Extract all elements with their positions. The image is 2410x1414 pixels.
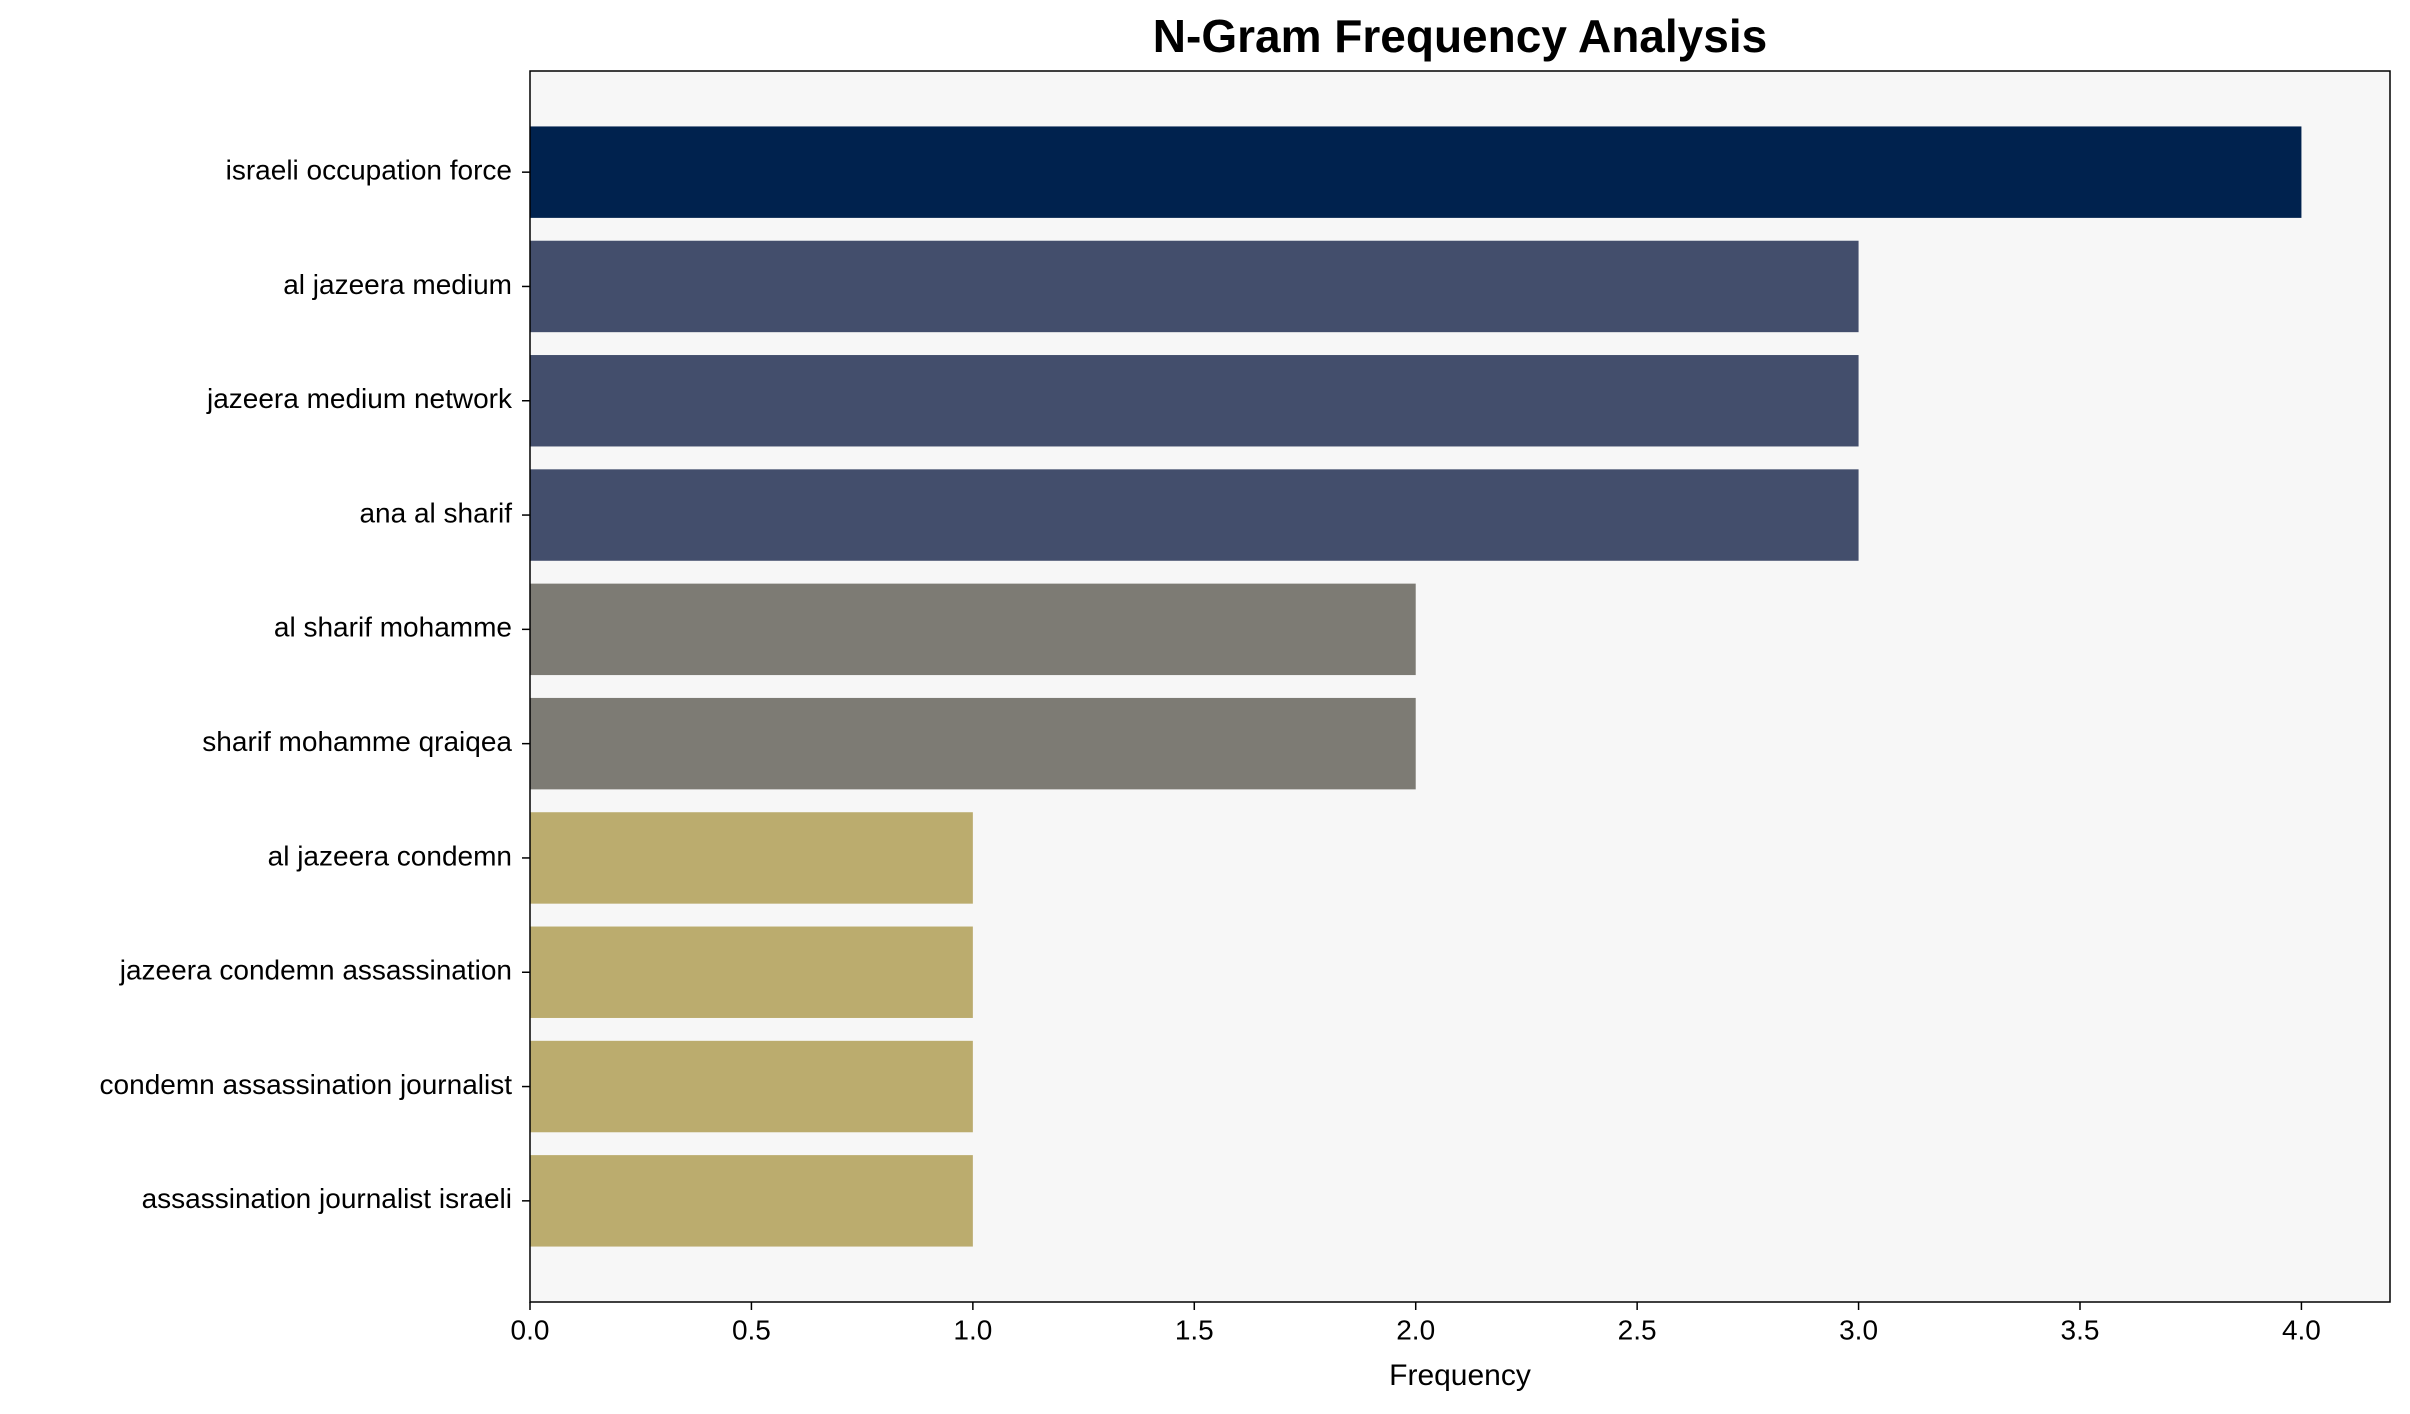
- y-tick-label: condemn assassination journalist: [100, 1069, 513, 1100]
- bar: [530, 1040, 973, 1133]
- x-tick-label: 1.5: [1175, 1314, 1214, 1345]
- x-axis-label: Frequency: [1389, 1359, 1531, 1392]
- x-tick-label: 3.5: [2061, 1314, 2100, 1345]
- y-tick-label: jazeera condemn assassination: [119, 955, 512, 986]
- x-tick-label: 4.0: [2282, 1314, 2321, 1345]
- plot-frame: [529, 70, 2391, 1303]
- y-tick-label: assassination journalist israeli: [142, 1183, 512, 1214]
- x-tick-label: 0.5: [732, 1314, 771, 1345]
- bar: [530, 812, 973, 904]
- bar: [530, 355, 1859, 447]
- bar: [530, 469, 1859, 561]
- x-tick-label: 3.0: [1839, 1314, 1878, 1345]
- bar: [530, 926, 973, 1018]
- bar: [530, 1155, 973, 1247]
- y-tick-label: jazeera medium network: [206, 383, 513, 414]
- x-tick-label: 2.5: [1618, 1314, 1657, 1345]
- x-tick-label: 2.0: [1396, 1314, 1435, 1345]
- y-tick-label: ana al sharif: [359, 497, 512, 528]
- y-tick-label: al jazeera medium: [283, 269, 512, 300]
- y-tick-label: al jazeera condemn: [268, 840, 512, 871]
- bar: [530, 697, 1416, 790]
- x-tick-label: 0.0: [511, 1314, 550, 1345]
- y-tick-label: al sharif mohamme: [274, 612, 512, 643]
- y-tick-label: sharif mohamme qraiqea: [202, 726, 512, 757]
- y-tick-label: israeli occupation force: [226, 155, 512, 186]
- chart-title: N-Gram Frequency Analysis: [1153, 10, 1767, 62]
- bar: [530, 583, 1416, 676]
- x-tick-label: 1.0: [953, 1314, 992, 1345]
- bar: [530, 240, 1859, 333]
- bar: [530, 126, 2302, 218]
